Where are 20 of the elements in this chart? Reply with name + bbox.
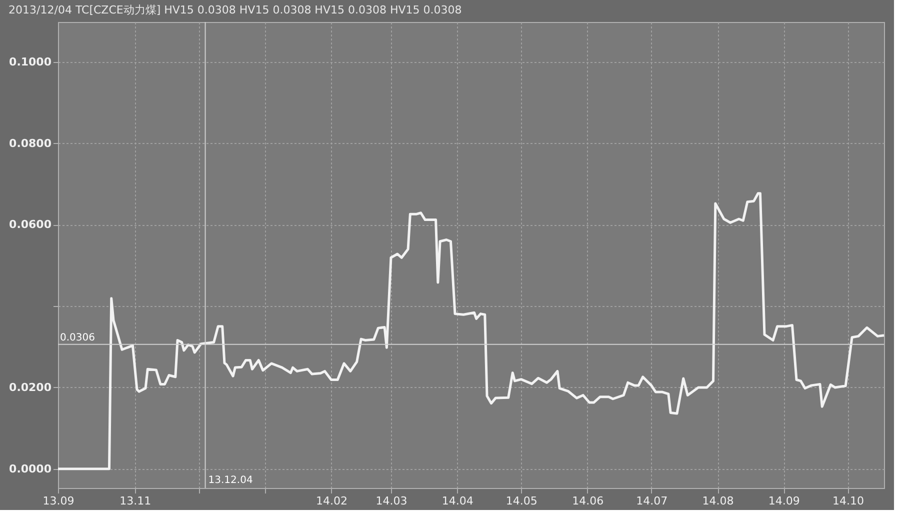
- y-tick-label: 0.0000: [9, 462, 52, 476]
- line-series: [56, 192, 886, 470]
- x-tick-label: 14.05: [506, 494, 538, 508]
- ref-line-label: 13.12.04: [208, 475, 253, 486]
- x-tick-label: 14.04: [442, 494, 474, 508]
- x-tick-label: 13.11: [120, 494, 152, 508]
- x-tick-label: 14.02: [316, 494, 348, 508]
- y-tick-label: 0.1000: [9, 55, 52, 68]
- x-tick-label: 14.09: [768, 494, 800, 508]
- ref-line-label: 0.0306: [60, 332, 95, 344]
- x-tick-label: 13.09: [42, 494, 74, 508]
- x-tick-label: 14.08: [702, 494, 734, 508]
- x-tick-label: 14.10: [832, 494, 864, 508]
- chart-title: 2013/12/04 TC[CZCE动力煤] HV15 0.0308 HV15 0.0308 HV15 0.0308 HV15 0.0308: [8, 4, 462, 16]
- x-tick-label: 14.03: [376, 494, 408, 508]
- y-tick-label: 0.0200: [9, 380, 52, 394]
- y-tick-label: 0.0600: [9, 218, 52, 232]
- x-tick-label: 14.07: [636, 494, 668, 508]
- y-tick-label: 0.0800: [9, 136, 52, 150]
- x-tick-label: 14.06: [572, 494, 604, 508]
